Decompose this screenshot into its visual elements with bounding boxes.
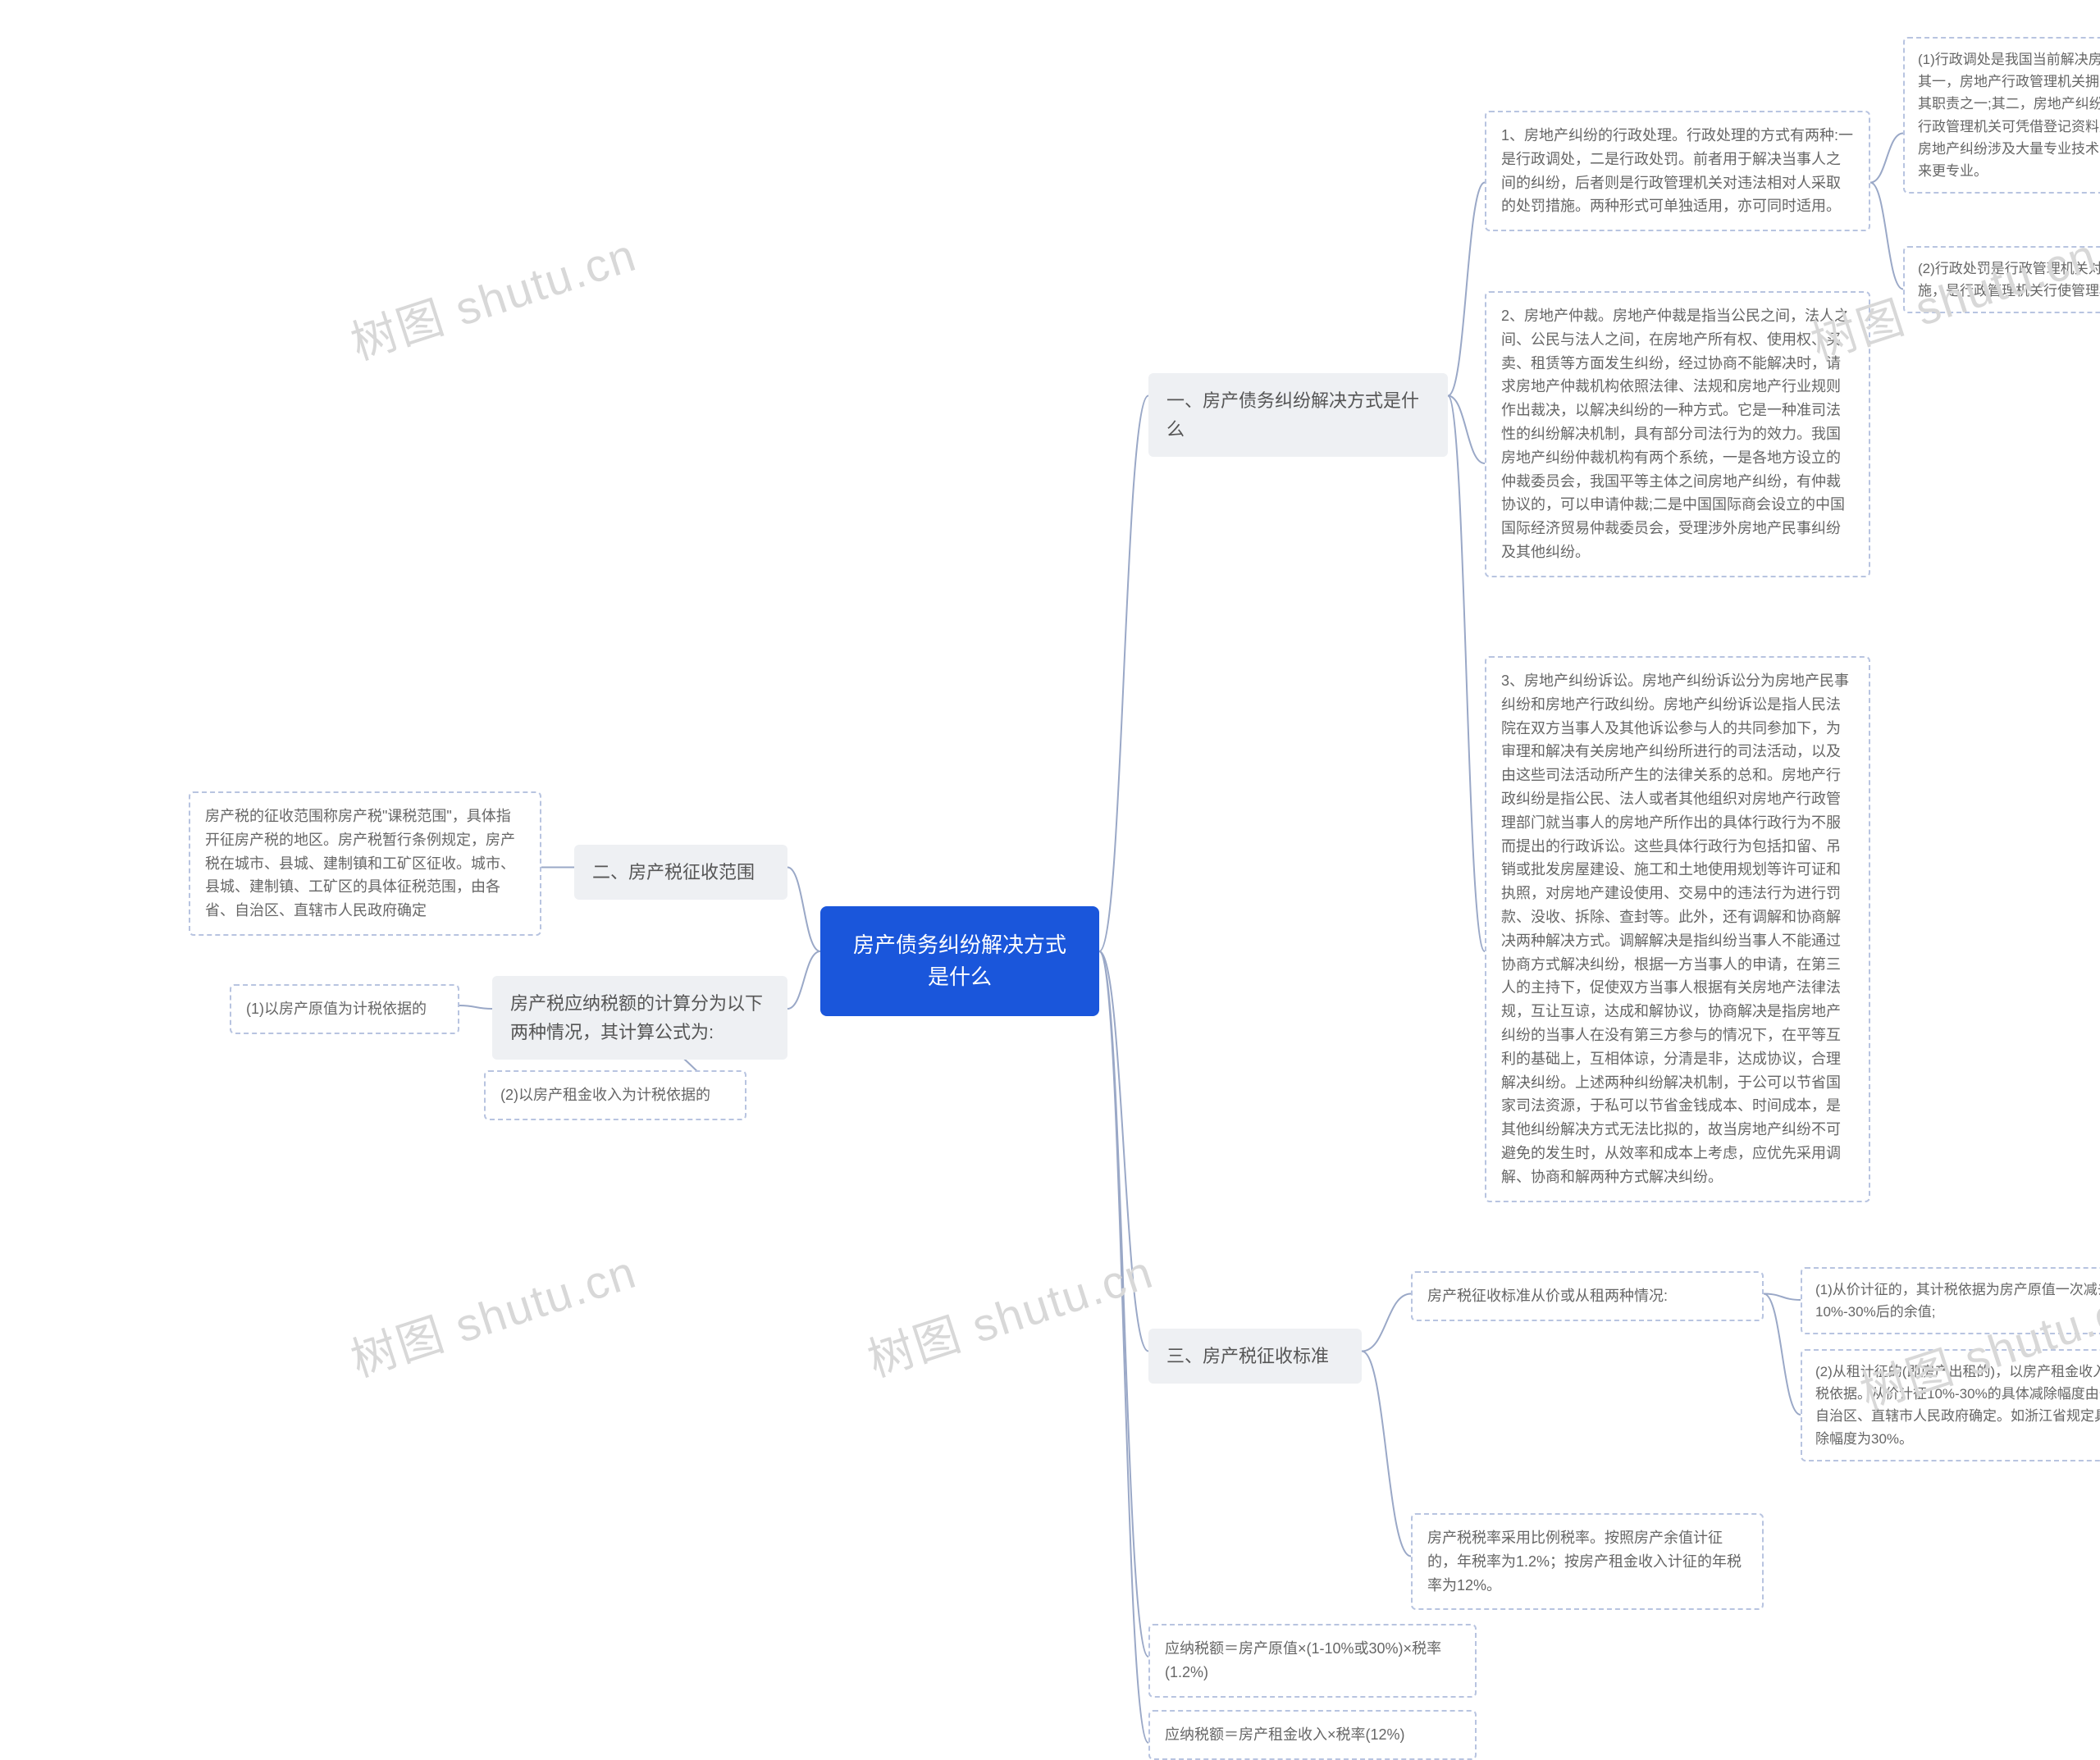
right-node-r2: 三、房产税征收标准 xyxy=(1148,1329,1362,1384)
left-node-l2b: (2)以房产租金收入为计税依据的 xyxy=(484,1070,746,1120)
left-node-l1a: 房产税的征收范围称房产税"课税范围"，具体指开征房产税的地区。房产税暂行条例规定… xyxy=(189,791,541,936)
right-node-r3: 应纳税额＝房产原值×(1-10%或30%)×税率(1.2%) xyxy=(1148,1624,1477,1698)
root-node: 房产债务纠纷解决方式是什么 xyxy=(820,906,1099,1016)
right-node-r1a: 1、房地产纠纷的行政处理。行政处理的方式有两种:一是行政调处，二是行政处罚。前者… xyxy=(1485,111,1870,231)
right-node-r1a1: (1)行政调处是我国当前解决房地产纠纷的主要途径之一。其一，房地产行政管理机关拥… xyxy=(1903,37,2100,194)
right-node-r1a2: (2)行政处罚是行政管理机关对违法相对人采取的处罚措施，是行政管理机关行使管理权… xyxy=(1903,246,2100,313)
left-node-l2a: (1)以房产原值为计税依据的 xyxy=(230,984,459,1034)
right-node-r2b: 房产税税率采用比例税率。按照房产余值计征的，年税率为1.2%；按房产租金收入计征… xyxy=(1411,1513,1764,1610)
right-node-r2a2: (2)从租计征的(即房产出租的)，以房产租金收入为计税依据。从价计征10%-30… xyxy=(1801,1349,2100,1461)
right-node-r1c: 3、房地产纠纷诉讼。房地产纠纷诉讼分为房地产民事纠纷和房地产行政纠纷。房地产纠纷… xyxy=(1485,656,1870,1202)
watermark: 树图 shutu.cn xyxy=(858,1235,1161,1390)
right-node-r4: 应纳税额＝房产租金收入×税率(12%) xyxy=(1148,1710,1477,1760)
watermark: 树图 shutu.cn xyxy=(341,1235,644,1390)
watermark: 树图 shutu.cn xyxy=(341,218,644,373)
right-node-r2a: 房产税征收标准从价或从租两种情况: xyxy=(1411,1271,1764,1321)
right-node-r1b: 2、房地产仲裁。房地产仲裁是指当公民之间，法人之间、公民与法人之间，在房地产所有… xyxy=(1485,291,1870,577)
left-node-l2: 房产税应纳税额的计算分为以下两种情况，其计算公式为: xyxy=(492,976,788,1060)
right-node-r1: 一、房产债务纠纷解决方式是什么 xyxy=(1148,373,1448,457)
right-node-r2a1: (1)从价计征的，其计税依据为房产原值一次减去10%-30%后的余值; xyxy=(1801,1267,2100,1334)
left-node-l1: 二、房产税征收范围 xyxy=(574,845,788,900)
